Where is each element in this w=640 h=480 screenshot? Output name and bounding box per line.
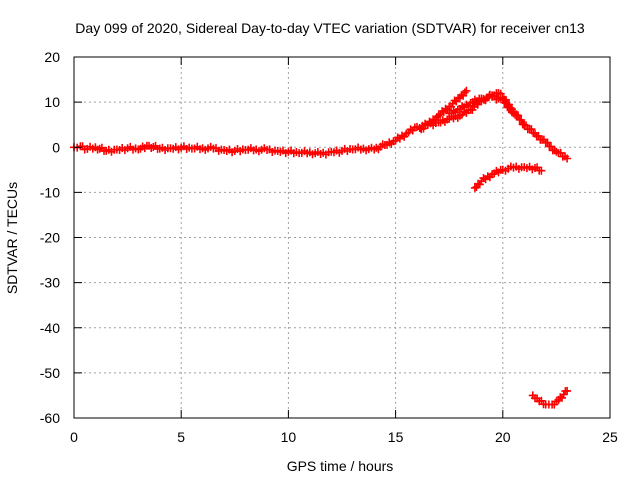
- data-point-main-track: [543, 138, 552, 147]
- x-tick-label: 20: [495, 429, 511, 445]
- data-point-main-track: [527, 125, 536, 134]
- data-point-middle-branch: [509, 109, 518, 118]
- data-point-main-track: [517, 116, 526, 124]
- x-tick-labels: 0 5 10 15 20 25: [70, 429, 618, 445]
- data-point-upper-branch: [462, 86, 471, 95]
- series-lower-arc: [470, 162, 546, 192]
- data-point-upper-branch: [460, 88, 469, 97]
- data-point-bottom-cluster: [563, 386, 572, 395]
- y-tick-label: -50: [40, 365, 60, 381]
- x-tick-label: 0: [70, 429, 78, 445]
- data-point-main-track: [514, 111, 523, 120]
- series-upper-branch: [417, 86, 471, 134]
- data-point-main-track: [534, 131, 543, 140]
- data-point-upper-branch: [434, 111, 443, 120]
- data-point-middle-branch: [506, 103, 515, 112]
- grid-lines: [74, 57, 610, 418]
- x-tick-label: 5: [177, 429, 185, 445]
- y-tick-label: -10: [40, 184, 60, 200]
- x-tick-label: 25: [602, 429, 618, 445]
- y-tick-label: -40: [40, 320, 60, 336]
- data-point-lower-arc: [537, 166, 546, 175]
- y-tick-label: 10: [44, 94, 60, 110]
- series-main-track: [70, 89, 572, 163]
- y-tick-labels: -60 -50 -40 -30 -20 -10 0 10 20: [40, 49, 60, 426]
- x-axis-label: GPS time / hours: [287, 458, 394, 474]
- y-tick-label: -20: [40, 230, 60, 246]
- data-point-main-track: [547, 142, 555, 151]
- y-tick-label: 0: [52, 139, 60, 155]
- data-point-main-track: [522, 121, 530, 130]
- data-point-lower-arc: [470, 183, 479, 192]
- series-middle-branch: [445, 91, 518, 118]
- tick-marks: [73, 56, 611, 419]
- x-tick-label: 15: [388, 429, 404, 445]
- data-series: [70, 86, 572, 409]
- y-tick-label: -30: [40, 275, 60, 291]
- series-bottom-cluster: [528, 386, 572, 409]
- y-tick-label: -60: [40, 410, 60, 426]
- data-point-middle-branch: [508, 108, 516, 117]
- y-axis-label: SDTVAR / TECUs: [4, 182, 20, 294]
- data-point-middle-branch: [501, 98, 510, 107]
- y-tick-label: 20: [44, 49, 60, 65]
- x-tick-label: 10: [281, 429, 297, 445]
- chart-title: Day 099 of 2020, Sidereal Day-to-day VTE…: [75, 20, 585, 36]
- data-point-main-track: [563, 154, 572, 163]
